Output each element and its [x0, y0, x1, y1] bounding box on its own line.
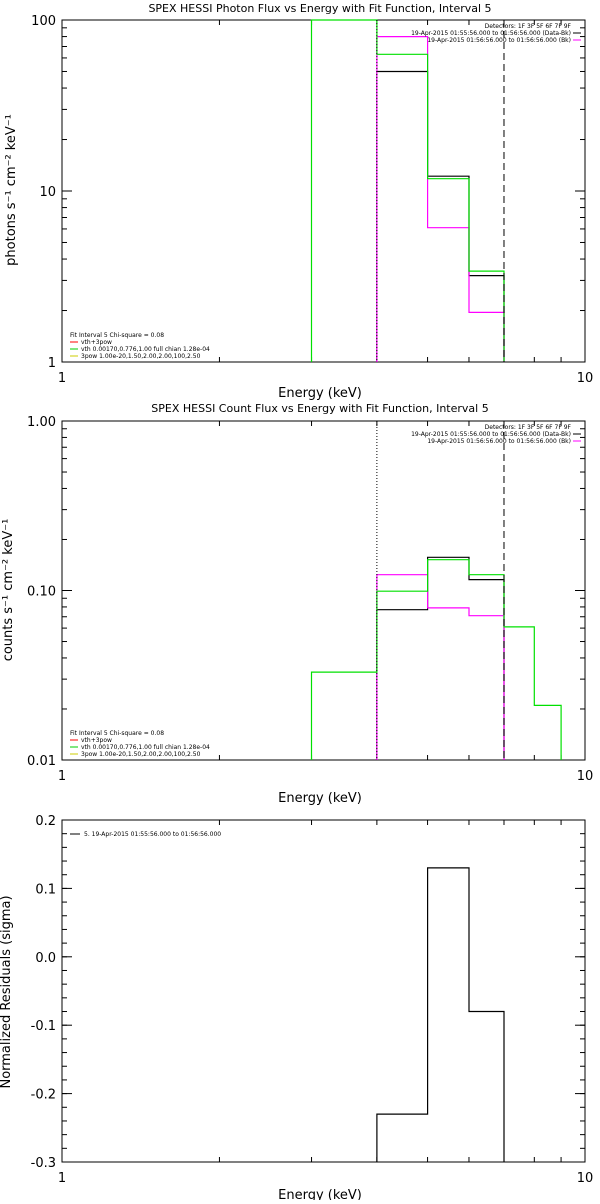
legend-entry: 3pow 1.00e-20,1.50,2.00,2.00,100,2.50	[81, 751, 201, 758]
x-tick-label: 1	[58, 371, 66, 386]
y-tick-label: 100	[31, 14, 56, 29]
legend-entry: vth+3pow	[81, 339, 112, 346]
x-tick-label: 10	[577, 769, 594, 784]
series-line-1	[376, 556, 505, 760]
y-tick-label: -0.3	[31, 1156, 56, 1171]
legend-entry: 19-Apr-2015 01:56:56.000 to 01:56:56.000…	[427, 37, 571, 44]
series-line-2	[376, 574, 505, 760]
x-axis-label: Energy (keV)	[278, 1188, 362, 1200]
legend-entry: Fit Interval 5 Chi-square = 0.08	[70, 332, 164, 339]
legend-entry: 19-Apr-2015 01:56:56.000 to 01:56:56.000…	[427, 438, 571, 445]
legend-entry: Fit Interval 5 Chi-square = 0.08	[70, 730, 164, 737]
y-tick-label: -0.1	[31, 1019, 56, 1034]
legend-entry: 5. 19-Apr-2015 01:55:56.000 to 01:56:56.…	[84, 831, 221, 838]
chart-title: SPEX HESSI Photon Flux vs Energy with Fi…	[148, 2, 491, 15]
legend-entry: vth 0.00170,0.776,1.00 full chian 1.28e-…	[81, 744, 210, 751]
y-tick-label: 10	[39, 185, 56, 200]
legend-entry: Detectors: 1F 3F 5F 6F 7F 9F	[485, 424, 572, 431]
y-axis-label: photons s⁻¹ cm⁻² keV⁻¹	[4, 114, 19, 266]
y-tick-label: 0.0	[35, 951, 56, 966]
residuals-panel: Energy (keV) Normalized Residuals (sigma…	[0, 814, 594, 1203]
x-tick-label: 1	[58, 769, 66, 784]
x-axis-label: Energy (keV)	[278, 386, 362, 401]
legend-entry: vth 0.00170,0.776,1.00 full chian 1.28e-…	[81, 346, 210, 353]
x-tick-label: 10	[577, 1171, 594, 1186]
x-tick-label: 10	[577, 371, 594, 386]
y-tick-label: 1.00	[27, 415, 56, 430]
x-tick-label: 1	[58, 1171, 66, 1186]
y-axis-label: Normalized Residuals (sigma)	[0, 895, 14, 1088]
y-tick-label: 0.01	[27, 754, 56, 769]
legend-entry: vth+3pow	[81, 737, 112, 744]
series-line-2	[376, 36, 505, 362]
y-tick-label: 1	[48, 356, 56, 371]
y-tick-label: -0.2	[31, 1088, 56, 1103]
series-line-1	[376, 70, 505, 362]
series-line-3	[310, 19, 505, 362]
y-tick-label: 0.2	[35, 814, 56, 829]
legend-entry: 19-Apr-2015 01:55:56.000 to 01:56:56.000…	[411, 431, 571, 438]
legend-entry: 19-Apr-2015 01:55:56.000 to 01:56:56.000…	[411, 30, 571, 37]
y-axis-label: counts s⁻¹ cm⁻² keV⁻¹	[1, 519, 16, 662]
axes-frame	[61, 819, 586, 1163]
y-tick-label: 0.10	[27, 585, 56, 600]
legend-entry: 3pow 1.00e-20,1.50,2.00,2.00,100,2.50	[81, 353, 201, 360]
chart-title: SPEX HESSI Count Flux vs Energy with Fit…	[151, 402, 488, 415]
series-line-1	[376, 867, 505, 1162]
plot-area: 1 10 -0.3 -0.2 -0.1 0.0 0.1 0.2 5. 19-Apr-2015 0…	[31, 814, 594, 1186]
y-tick-label: 0.1	[35, 882, 56, 897]
x-axis-label: Energy (keV)	[278, 791, 362, 806]
plot-area: 1 10 0.01 0.10 1.00 Detectors: 1F 3F 5F 6F 7F…	[27, 415, 593, 784]
photon-flux-panel: SPEX HESSI Photon Flux vs Energy with Fi…	[4, 2, 593, 401]
count-flux-panel: SPEX HESSI Count Flux vs Energy with Fit…	[1, 402, 593, 806]
legend-entry: Detectors: 1F 3F 5F 6F 7F 9F	[485, 23, 572, 30]
